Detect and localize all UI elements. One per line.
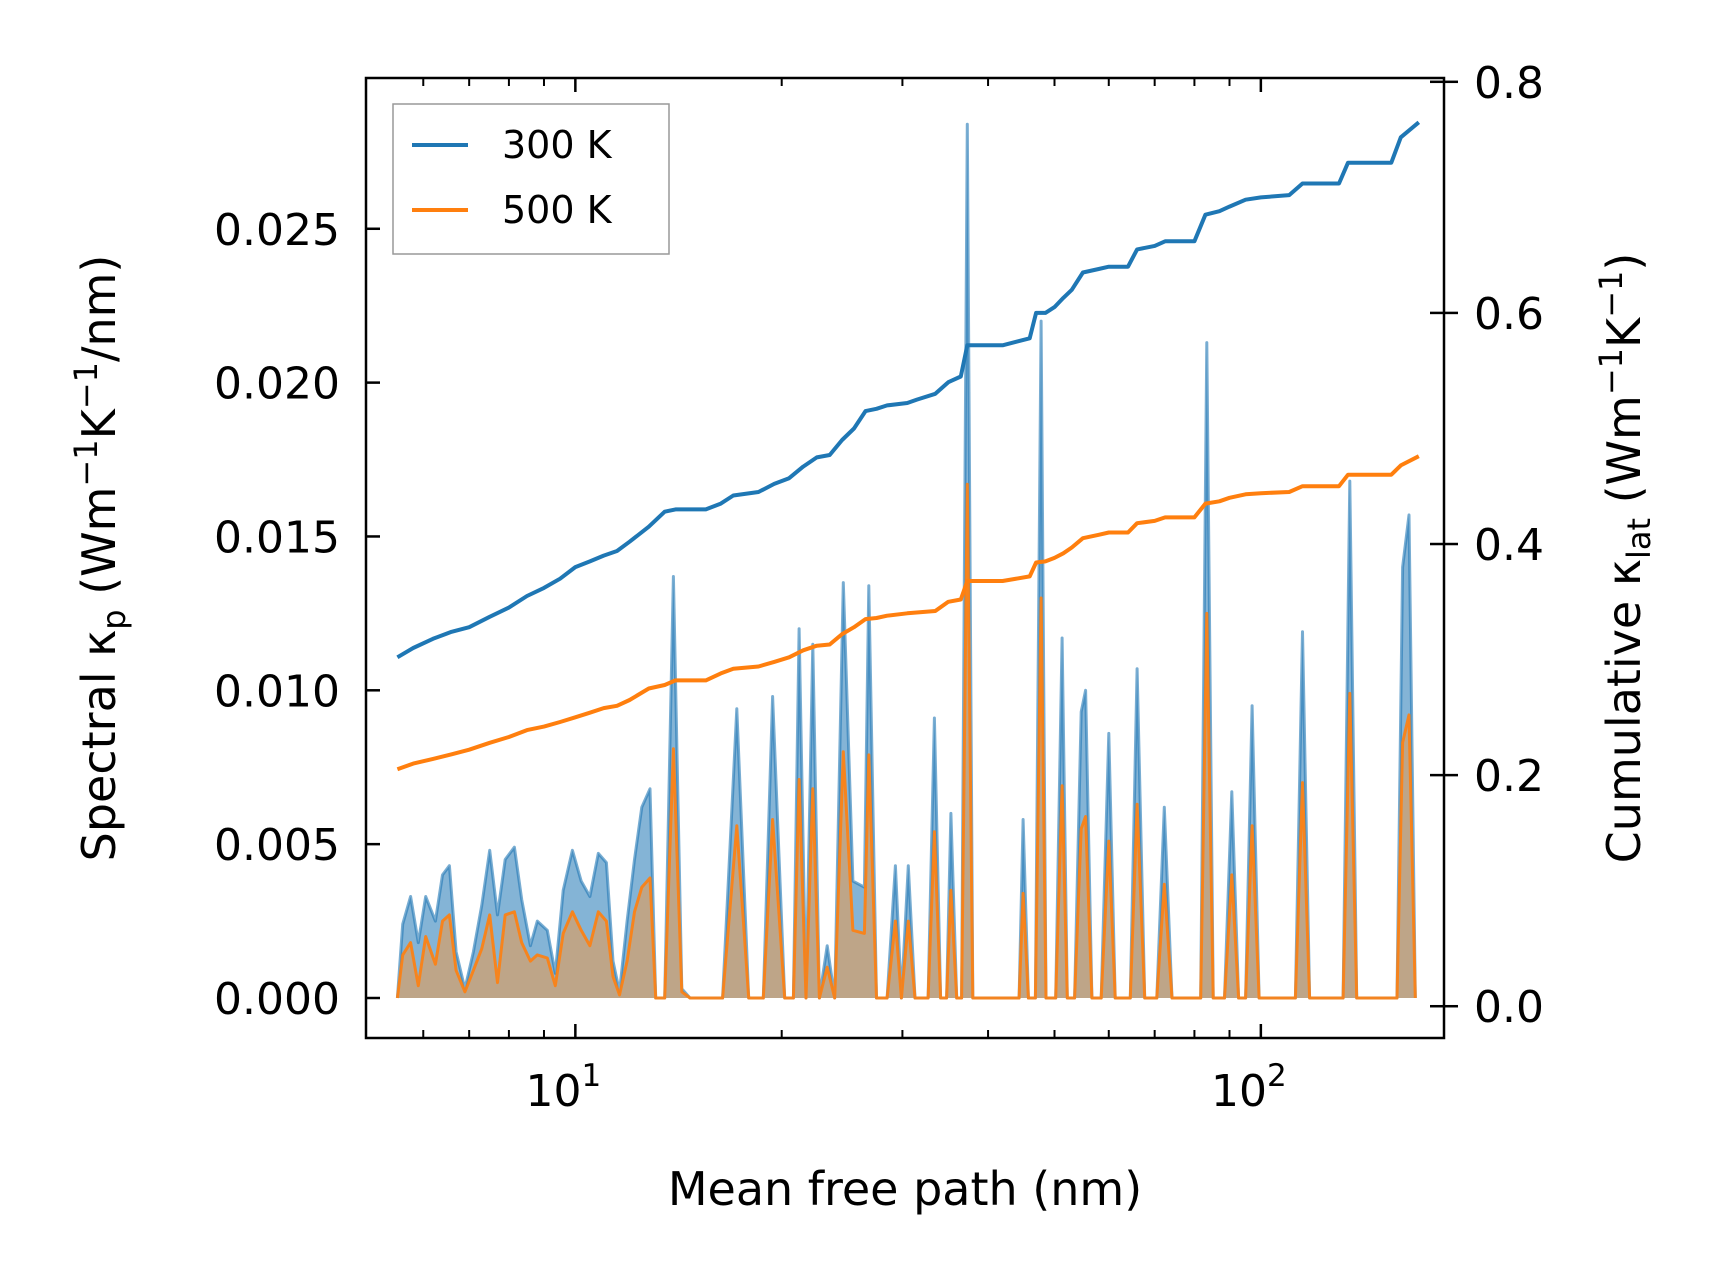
plot-area (395, 120, 1421, 1000)
y-right-tick-label: 0.2 (1474, 751, 1544, 802)
y-axis-left-title: Spectral κp (Wm−1K−1/nm) (67, 255, 133, 862)
y-left-tick-label: 0.020 (214, 359, 340, 410)
y-left-tick-label: 0.010 (214, 666, 340, 717)
y-left-tick-label: 0.005 (214, 820, 340, 871)
y-right-label-main: Cumulative κ (1597, 559, 1651, 863)
legend-label-300k: 300 K (502, 123, 613, 167)
y-right-label-sup2: −1 (1592, 271, 1630, 318)
y-left-label-unit-close: /nm) (72, 255, 126, 362)
x-tick-label: 102 (1211, 1058, 1287, 1117)
legend: 300 K 500 K (392, 103, 670, 255)
y-left-label-unit-mid: K (72, 407, 126, 439)
spectral-line-500k (395, 482, 1417, 1000)
y-right-tick-label: 0.4 (1474, 520, 1544, 571)
y-right-label-sup1: −1 (1592, 348, 1630, 395)
y-left-label-sup2: −1 (67, 362, 105, 409)
legend-box (392, 103, 670, 255)
legend-label-500k: 500 K (502, 188, 613, 232)
axes-frame (364, 76, 1446, 1040)
y-left-label-sup1: −1 (67, 439, 105, 486)
axis-ticks: 101 102 0.000 0.005 0.010 0.015 0.020 0.025 0.0 0… (214, 58, 1544, 1117)
cumulative-line-300k (396, 120, 1421, 660)
y-left-label-main: Spectral κ (72, 630, 126, 862)
y-right-label-unit-open: (Wm (1597, 395, 1651, 518)
y-right-label-sub: lat (1620, 518, 1658, 559)
y-right-label-unit-mid: K (1597, 316, 1651, 348)
y-right-tick-label: 0.6 (1474, 289, 1544, 340)
y-right-tick-label: 0.8 (1474, 58, 1544, 109)
y-left-tick-label: 0.000 (214, 974, 340, 1025)
cumulative-line-500k (396, 454, 1420, 772)
y-right-tick-label: 0.0 (1474, 982, 1544, 1033)
y-right-label-unit-close: ) (1597, 253, 1651, 271)
y-axis-right-title: Cumulative κlat (Wm−1K−1) (1592, 253, 1658, 864)
y-left-tick-label: 0.025 (214, 205, 340, 256)
y-left-label-unit-open: (Wm (72, 487, 126, 610)
y-left-label-sub: p (95, 609, 133, 629)
x-axis-title: Mean free path (nm) (668, 1162, 1142, 1216)
x-tick-label: 101 (525, 1058, 601, 1117)
y-left-tick-label: 0.015 (214, 512, 340, 563)
